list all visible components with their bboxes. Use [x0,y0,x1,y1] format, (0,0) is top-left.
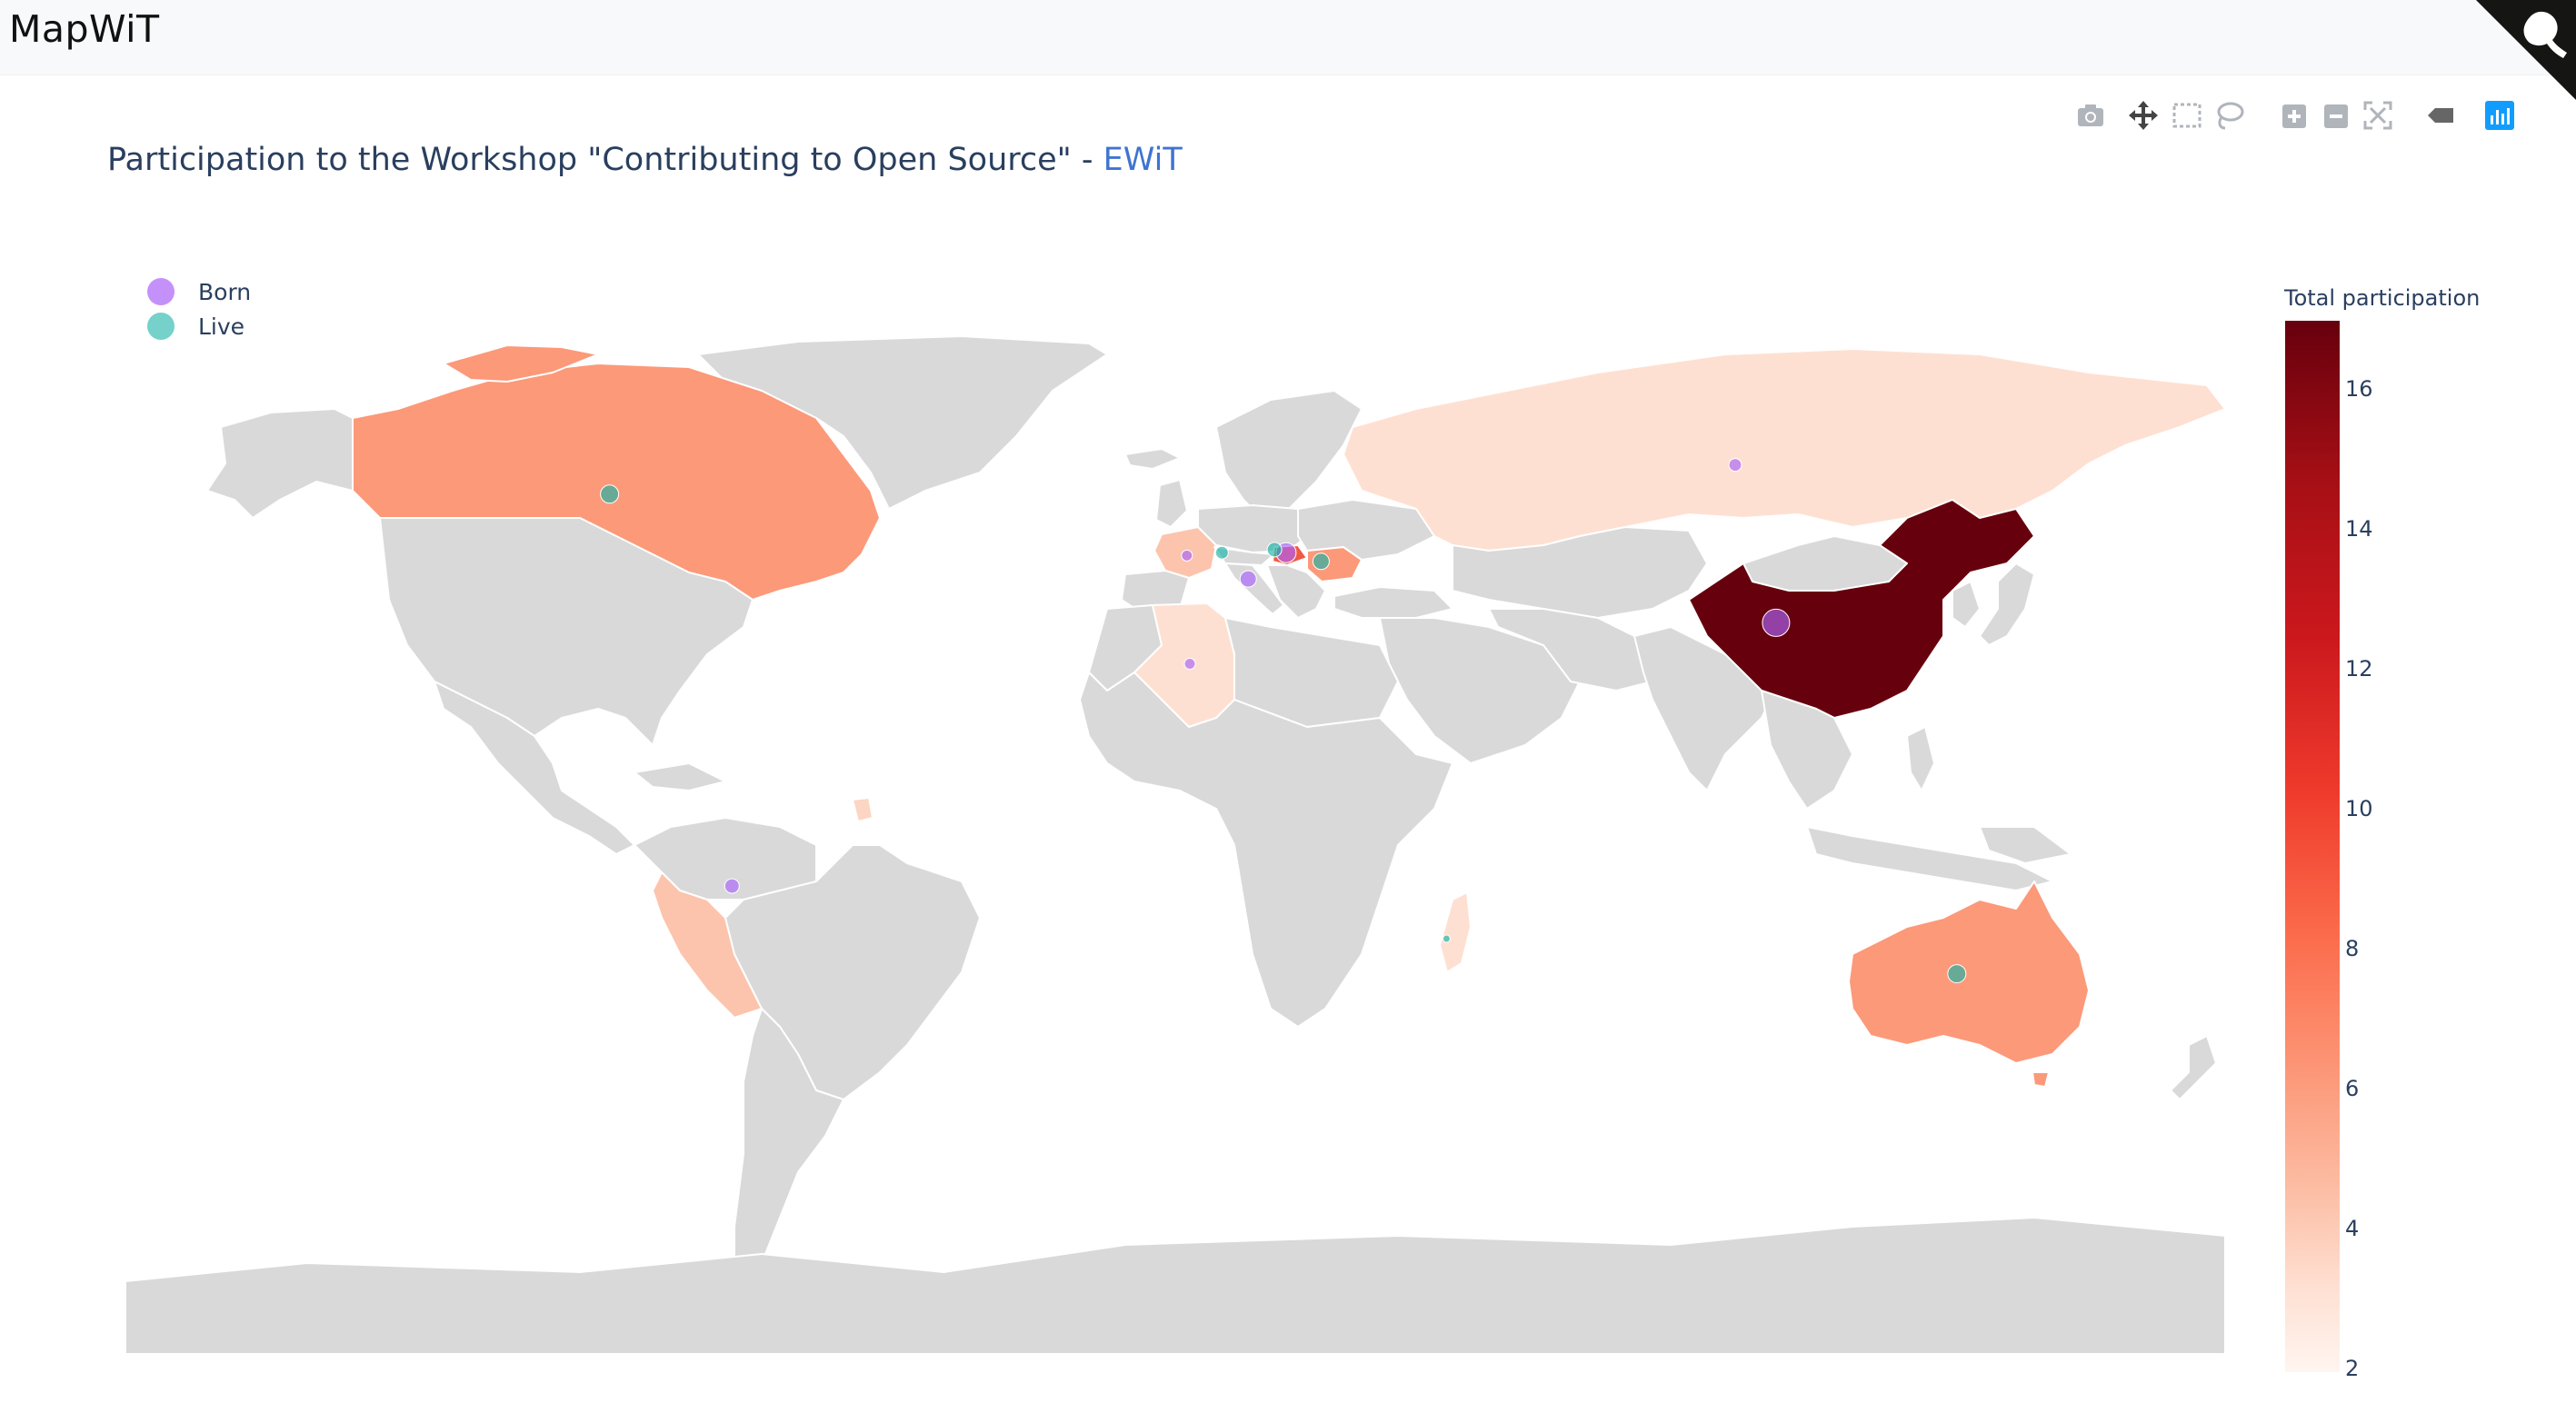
country-canada-islands [443,344,599,383]
marker-born-china[interactable] [1762,608,1791,637]
country-balkans [1266,564,1326,619]
colorbar-tick-2: 2 [2345,1356,2360,1381]
world-map[interactable] [125,336,2225,1354]
legend-label-born: Born [198,279,252,305]
navbar: MapWiT [0,0,2576,100]
ewit-link[interactable]: EWiT [1103,142,1183,178]
zoom-in-icon[interactable] [2276,97,2312,134]
colorbar [2285,321,2340,1372]
country-korea [1952,581,1981,628]
country-madagascar [1439,891,1472,973]
marker-live-madagascar[interactable] [1442,934,1451,943]
country-antarctica [125,1217,2225,1354]
marker-born-france[interactable] [1181,549,1193,562]
country-austria [1213,546,1275,566]
country-italy [1224,562,1284,615]
country-russia [1343,348,2225,552]
colorbar-tick-8: 8 [2345,936,2360,961]
brand-title[interactable]: MapWiT [9,7,160,51]
country-tasmania [2032,1071,2050,1088]
country-australia [1848,881,2090,1064]
country-africa [1079,672,1453,1028]
colorbar-tick-16: 16 [2345,376,2373,402]
legend-label-live: Live [198,313,245,340]
colorbar-tick-12: 12 [2345,656,2373,682]
country-iceland [1124,448,1181,470]
pan-icon[interactable] [2125,97,2162,134]
marker-live-romania[interactable] [1312,552,1330,571]
zoom-out-icon[interactable] [2318,97,2354,134]
lasso-select-icon[interactable] [2211,97,2247,134]
marker-born-peru[interactable] [724,878,740,894]
colorbar-tick-10: 10 [2345,796,2373,821]
country-mongolia [1742,535,1908,592]
marker-born-algeria[interactable] [1183,658,1196,670]
country-iran [1488,608,1653,692]
marker-born-italy[interactable] [1239,570,1257,588]
colorbar-tick-14: 14 [2345,516,2373,542]
colorbar-title: Total participation [2284,285,2481,311]
country-se-asia [1761,690,1853,810]
country-new-zealand [2170,1035,2217,1100]
country-png [1979,826,2072,864]
country-scandinavia [1215,390,1363,519]
scatter-markers [600,458,1967,984]
country-brazil [724,844,981,1100]
plotly-logo-icon[interactable] [2481,97,2518,134]
modebar [2072,97,2527,135]
hover-icon[interactable] [2422,97,2459,134]
marker-live-austria[interactable] [1266,542,1283,558]
chart-title: Participation to the Workshop "Contribut… [107,142,1183,178]
country-philippines [1906,726,1935,791]
github-corner-icon[interactable] [2476,0,2576,100]
country-japan [1979,562,2035,646]
marker-live-canada[interactable] [600,484,620,504]
country-caribbean [634,762,726,791]
legend-marker-born [147,278,175,305]
country-argentina-chile [734,1008,844,1300]
reset-scale-icon[interactable] [2360,97,2396,134]
legend-marker-live [147,313,175,340]
marker-born-russia[interactable] [1728,458,1742,473]
country-uk [1155,479,1188,528]
colorbar-tick-4: 4 [2345,1216,2360,1241]
chart-title-text: Participation to the Workshop "Contribut… [107,142,1103,178]
marker-live-australia[interactable] [1947,964,1967,984]
country-french-guiana [852,797,874,822]
camera-icon[interactable] [2072,97,2109,134]
country-central-asia [1452,526,1708,619]
colorbar-tick-6: 6 [2345,1076,2360,1101]
country-middle-east [1379,617,1581,764]
country-ukraine [1297,499,1435,561]
country-alaska [206,408,354,519]
box-select-icon[interactable] [2169,97,2205,134]
country-turkey [1333,586,1453,619]
marker-live-switzerland[interactable] [1214,545,1229,560]
country-libya-egypt [1224,617,1399,728]
